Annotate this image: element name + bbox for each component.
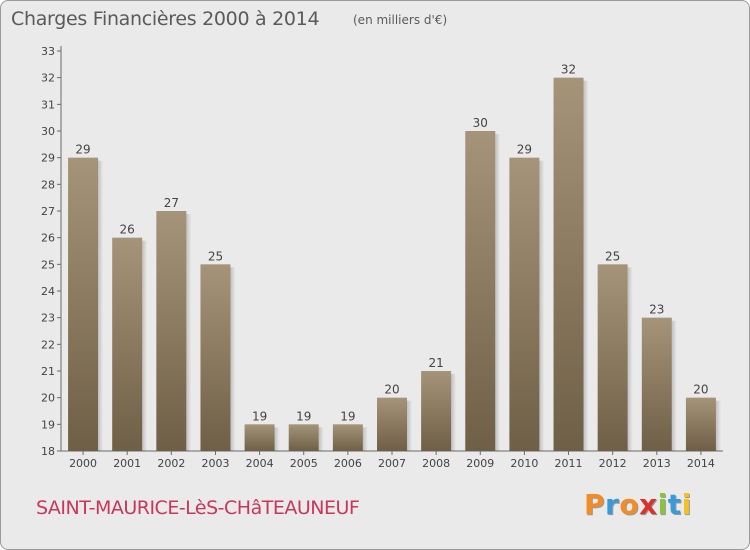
- bar-shadow: [627, 267, 633, 451]
- x-tick-label: 2006: [334, 457, 362, 470]
- bar: [288, 424, 319, 451]
- bar-shadow: [142, 240, 148, 451]
- bar: [685, 397, 716, 451]
- logo-letter: P: [584, 488, 606, 521]
- logo-letter: x: [639, 488, 658, 521]
- x-tick-label: 2004: [246, 457, 274, 470]
- x-tick-label: 2001: [113, 457, 141, 470]
- data-label: 27: [164, 196, 179, 210]
- bar-shadow: [495, 134, 501, 451]
- y-tick-label: 27: [41, 205, 55, 218]
- data-label: 20: [693, 383, 708, 397]
- bar: [112, 237, 143, 451]
- y-tick-label: 24: [41, 285, 55, 298]
- bar-shadow: [230, 267, 236, 451]
- logo-letter: o: [619, 488, 640, 521]
- data-label: 21: [428, 356, 443, 370]
- data-label: 30: [473, 116, 488, 130]
- x-tick-label: 2010: [510, 457, 538, 470]
- y-tick-label: 30: [41, 125, 55, 138]
- x-tick-label: 2003: [201, 457, 229, 470]
- chart-subtitle: (en milliers d'€): [353, 13, 448, 27]
- y-tick-label: 28: [41, 178, 55, 191]
- bar-shadow: [362, 427, 368, 451]
- bar-shadow: [274, 427, 280, 451]
- y-tick-label: 25: [41, 258, 55, 271]
- data-label: 19: [296, 409, 311, 423]
- x-tick-label: 2009: [466, 457, 494, 470]
- x-tick-label: 2011: [555, 457, 583, 470]
- bar-shadow: [451, 374, 457, 451]
- data-label: 29: [75, 143, 90, 157]
- data-label: 19: [252, 409, 267, 423]
- y-tick-label: 32: [41, 72, 55, 85]
- proxiti-logo[interactable]: Proxiti: [584, 488, 692, 521]
- bar: [509, 157, 540, 451]
- x-tick-label: 2005: [290, 457, 318, 470]
- y-tick-label: 31: [41, 98, 55, 111]
- logo-letter: t: [667, 488, 682, 521]
- bar: [332, 424, 363, 451]
- y-tick-label: 33: [41, 45, 55, 58]
- x-tick-label: 2000: [69, 457, 97, 470]
- chart-title: Charges Financières 2000 à 2014: [11, 8, 320, 30]
- data-label: 26: [120, 223, 135, 237]
- y-tick-label: 29: [41, 152, 55, 165]
- bar-shadow: [671, 320, 677, 451]
- bar: [641, 317, 672, 451]
- bar: [597, 264, 628, 451]
- x-tick-label: 2008: [422, 457, 450, 470]
- logo-letter: r: [605, 488, 620, 521]
- bar-shadow: [715, 400, 721, 451]
- bar: [465, 131, 496, 451]
- bar: [200, 264, 231, 451]
- bar: [377, 397, 407, 451]
- x-tick-label: 2013: [643, 457, 671, 470]
- x-tick-label: 2007: [378, 457, 406, 470]
- data-label: 25: [605, 249, 620, 263]
- bar: [244, 424, 275, 451]
- data-label: 32: [561, 63, 576, 77]
- bar-shadow: [318, 427, 324, 451]
- bar: [156, 211, 187, 451]
- bar-shadow: [583, 80, 589, 452]
- x-tick-label: 2002: [157, 457, 185, 470]
- data-label: 23: [649, 303, 664, 317]
- bar: [553, 77, 584, 452]
- logo-letter: i: [681, 488, 692, 521]
- data-label: 25: [208, 249, 223, 263]
- y-tick-label: 23: [41, 312, 55, 325]
- bar-shadow: [186, 214, 192, 451]
- y-tick-label: 19: [41, 418, 55, 431]
- y-tick-label: 18: [41, 445, 55, 458]
- x-tick-label: 2014: [687, 457, 715, 470]
- bar: [421, 371, 452, 451]
- data-label: 29: [517, 143, 532, 157]
- data-label: 19: [340, 409, 355, 423]
- bar-shadow: [539, 160, 545, 451]
- y-tick-label: 26: [41, 232, 55, 245]
- y-tick-label: 20: [41, 392, 55, 405]
- bar-shadow: [407, 400, 412, 451]
- y-tick-label: 22: [41, 338, 55, 351]
- data-label: 20: [384, 383, 399, 397]
- y-tick-label: 21: [41, 365, 55, 378]
- x-tick-label: 2012: [599, 457, 627, 470]
- bar: [68, 157, 99, 451]
- bar-shadow: [98, 160, 104, 451]
- logo-letter: i: [657, 488, 668, 521]
- town-name: SAINT-MAURICE-LèS-CHâTEAUNEUF: [36, 497, 360, 519]
